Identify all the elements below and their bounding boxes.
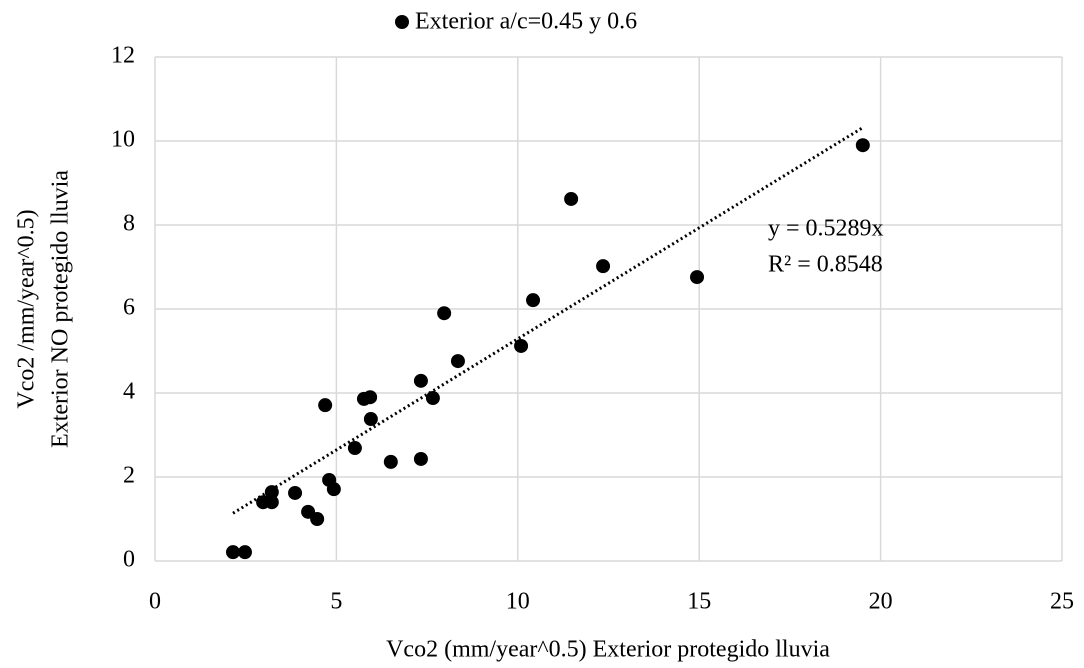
point (690, 270, 705, 285)
legend-label: Exterior a/c=0.45 y 0.6 (415, 9, 637, 35)
point (288, 485, 303, 500)
point (318, 398, 333, 413)
y-tick-label: 4 (123, 379, 135, 405)
point (326, 482, 341, 497)
x-tick-label: 0 (149, 589, 161, 615)
y-axis-title: Exterior NO protegido lluvia (48, 170, 74, 448)
x-tick-label: 5 (330, 589, 342, 615)
y-axis-title: Vco2 /mm/year^0.5) (14, 209, 40, 408)
y-tick-label: 12 (111, 43, 135, 69)
x-axis-title: Vco2 (mm/year^0.5) Exterior protegido ll… (386, 637, 830, 663)
y-tick-label: 6 (123, 295, 135, 321)
trendline-equation: y = 0.5289x (768, 216, 884, 242)
point (596, 259, 611, 274)
point (413, 451, 428, 466)
point (363, 390, 378, 405)
y-tick-label: 0 (123, 547, 135, 573)
x-tick-label: 15 (687, 589, 711, 615)
point (310, 512, 325, 526)
x-tick-label: 10 (506, 589, 530, 615)
point (526, 293, 541, 308)
point (564, 191, 579, 206)
point (514, 338, 529, 353)
point (363, 412, 378, 427)
point (383, 454, 398, 469)
trendline (232, 126, 864, 515)
point (425, 391, 440, 406)
y-tick-label: 10 (111, 127, 135, 153)
point (413, 373, 428, 388)
trendline-r2: R² = 0.8548 (768, 252, 883, 278)
x-tick-label: 20 (869, 589, 893, 615)
point (237, 545, 252, 560)
point (855, 138, 870, 153)
point (347, 441, 362, 456)
legend-marker (395, 15, 409, 29)
point (437, 306, 452, 321)
y-tick-label: 8 (123, 211, 135, 237)
y-tick-label: 2 (123, 463, 135, 489)
point (450, 354, 465, 369)
point (264, 495, 279, 510)
x-tick-label: 25 (1050, 589, 1074, 615)
point (226, 545, 241, 560)
point (264, 485, 279, 500)
